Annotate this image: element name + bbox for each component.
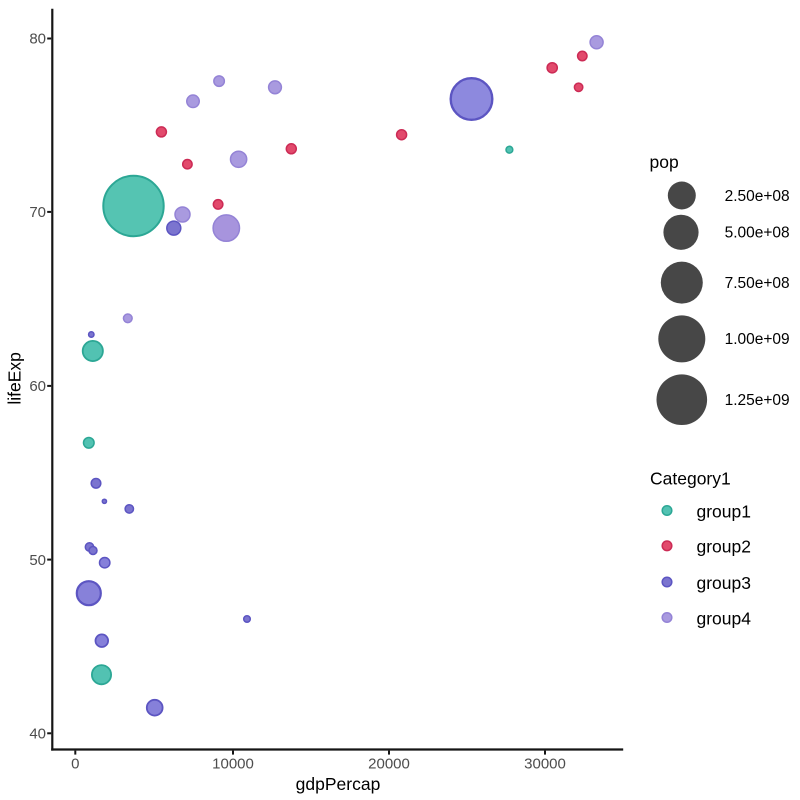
svg-text:70: 70 — [29, 204, 46, 221]
svg-text:2.50e+08: 2.50e+08 — [725, 188, 790, 205]
svg-text:80: 80 — [29, 31, 46, 48]
svg-text:group3: group3 — [697, 573, 752, 593]
svg-text:lifeExp: lifeExp — [5, 352, 25, 405]
svg-text:60: 60 — [29, 378, 46, 395]
svg-text:20000: 20000 — [368, 755, 410, 772]
svg-text:gdpPercap: gdpPercap — [296, 774, 381, 794]
svg-text:pop: pop — [650, 152, 679, 172]
svg-text:group1: group1 — [697, 501, 752, 521]
svg-text:group2: group2 — [697, 537, 752, 557]
svg-text:10000: 10000 — [212, 755, 254, 772]
svg-text:5.00e+08: 5.00e+08 — [725, 225, 790, 242]
svg-text:0: 0 — [71, 755, 79, 772]
svg-text:40: 40 — [29, 726, 46, 743]
svg-text:group4: group4 — [697, 608, 752, 628]
svg-text:Category1: Category1 — [650, 469, 731, 489]
svg-text:1.00e+09: 1.00e+09 — [725, 331, 790, 348]
svg-text:50: 50 — [29, 552, 46, 569]
svg-text:7.50e+08: 7.50e+08 — [725, 275, 790, 292]
svg-text:30000: 30000 — [524, 755, 566, 772]
svg-text:1.25e+09: 1.25e+09 — [725, 392, 790, 409]
